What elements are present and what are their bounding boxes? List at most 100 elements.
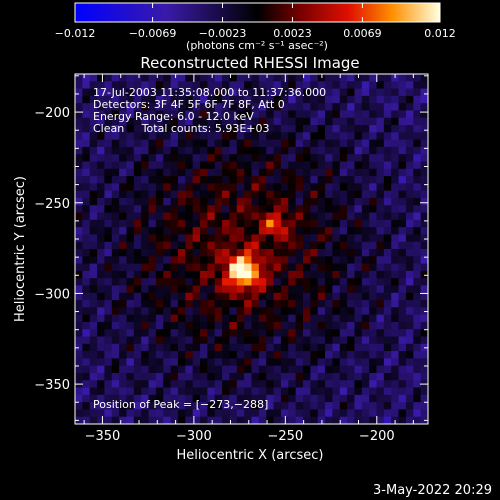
heatmap-cell [119,190,127,199]
heatmap-cell [288,117,297,126]
heatmap-cell [295,132,304,141]
heatmap-cell [170,117,179,126]
heatmap-cell [347,416,355,425]
heatmap-cell [82,139,91,148]
heatmap-cell [222,161,230,170]
heatmap-cell [244,314,252,323]
heatmap-cell [295,409,304,418]
heatmap-cell [229,74,238,82]
heatmap-cell [339,307,348,316]
heatmap-cell [89,117,98,126]
heatmap-cell [200,394,208,403]
heatmap-cell [280,358,289,367]
heatmap-cell [75,95,83,104]
heatmap-cell [391,380,399,388]
heatmap-cell [207,278,216,286]
heatmap-cell [214,416,223,425]
heatmap-cell [177,212,186,221]
heatmap-cell [376,205,385,213]
heatmap-cell [413,336,422,345]
heatmap-cell [347,241,355,250]
heatmap-cell [369,394,377,403]
heatmap-cell [89,241,98,250]
heatmap-cell [82,88,91,97]
heatmap-cell [325,95,333,104]
heatmap-cell [229,146,238,155]
heatmap-cell [97,190,105,199]
heatmap-cell [354,263,363,272]
heatmap-cell [222,139,230,148]
heatmap-cell [244,278,252,286]
heatmap-cell [222,117,230,126]
heatmap-cell [126,387,135,396]
heatmap-cell [332,372,341,381]
heatmap-cell [280,95,289,104]
heatmap-cell [141,88,149,97]
heatmap-cell [200,125,208,133]
heatmap-cell [244,95,252,104]
heatmap-cell [354,358,363,367]
heatmap-cell [244,409,252,418]
heatmap-cell [302,358,311,367]
heatmap-cell [119,409,127,418]
heatmap-cell [75,365,83,374]
heatmap-cell [310,168,319,177]
heatmap-cell [361,146,370,155]
heatmap-cell [273,256,282,264]
heatmap-cell [383,234,392,243]
heatmap-cell [310,394,319,403]
heatmap-cell [280,183,289,192]
heatmap-cell [244,270,252,279]
heatmap-cell [185,117,194,126]
y-tick-label: −350 [34,378,70,393]
heatmap-cell [170,416,179,425]
heatmap-cell [302,146,311,155]
heatmap-cell [170,132,179,141]
heatmap-cell [413,329,422,337]
annotation-energy-range: Energy Range: 6.0 - 12.0 keV [93,110,254,123]
heatmap-cell [376,380,385,388]
heatmap-cell [369,249,377,257]
heatmap-cell [266,270,274,279]
heatmap-cell [244,234,252,243]
heatmap-cell [339,219,348,228]
heatmap-cell [383,103,392,111]
heatmap-cell [310,227,319,235]
heatmap-cell [369,219,377,228]
heatmap-cell [391,219,399,228]
annotation-clean-counts: Clean Total counts: 5.93E+03 [93,122,270,135]
heatmap-cell [89,256,98,264]
heatmap-cell [258,234,267,243]
heatmap-cell [126,365,135,374]
heatmap-cell [369,183,377,192]
heatmap-cell [126,336,135,345]
heatmap-cell [332,292,341,301]
heatmap-cell [354,168,363,177]
heatmap-cell [383,132,392,141]
heatmap-cell [295,292,304,301]
heatmap-cell [111,336,120,345]
heatmap-cell [413,81,422,89]
heatmap-cell [288,300,297,308]
heatmap-cell [192,146,201,155]
heatmap-cell [398,372,407,381]
heatmap-cell [236,351,245,359]
heatmap-cell [192,285,201,294]
colorbar-tick-label: −0.0069 [129,27,177,40]
heatmap-cell [229,110,238,119]
heatmap-cell [104,190,113,199]
heatmap-cell [317,292,326,301]
heatmap-cell [258,307,267,316]
heatmap-cell [229,234,238,243]
heatmap-cell [200,161,208,170]
heatmap-cell [89,263,98,272]
heatmap-cell [347,380,355,388]
heatmap-cell [236,292,245,301]
heatmap-cell [258,88,267,97]
heatmap-cell [251,351,260,359]
heatmap-cell [347,139,355,148]
heatmap-cell [361,197,370,206]
heatmap-cell [141,278,149,286]
heatmap-cell [75,336,83,345]
heatmap-cell [148,197,157,206]
